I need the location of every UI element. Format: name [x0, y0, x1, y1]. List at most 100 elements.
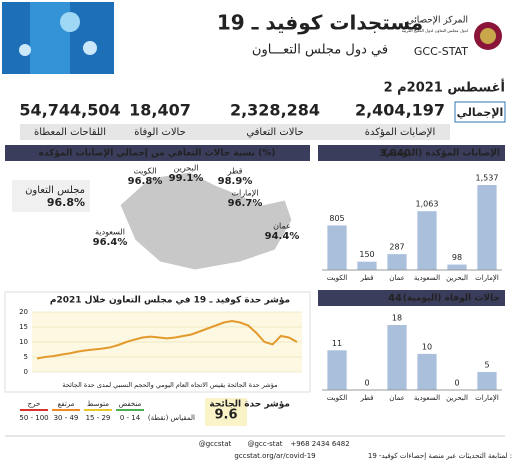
region-name: السعودية: [95, 228, 125, 237]
region-value: 94.4%: [265, 231, 300, 242]
total-label: حالات الوفاة: [134, 127, 186, 138]
y-tick-label: 10: [19, 338, 28, 346]
level-swatch: [20, 409, 48, 411]
region-value: 99.1%: [169, 173, 204, 184]
totals-label: الإجمالي: [457, 106, 504, 119]
map: [119, 171, 293, 271]
x-tick-label: البحرين: [446, 274, 468, 282]
severity-value: 9.6: [214, 408, 237, 423]
line: [36, 319, 298, 360]
title: مستجدات كوفيد ـ 19: [217, 11, 423, 35]
panel-total: 3,940: [379, 148, 411, 159]
org-en: GCC-STAT: [414, 45, 468, 58]
x-tick-label: الإمارات: [475, 274, 499, 282]
value-label: 287: [389, 243, 404, 252]
bar: [387, 325, 407, 390]
bar: [357, 261, 377, 270]
value-label: 805: [329, 214, 344, 223]
region-name: الكويت: [133, 167, 156, 176]
footer-handle: @gcc-stat: [247, 440, 282, 448]
region-value: 98.9%: [218, 176, 253, 187]
panel-title: الإصابات المؤكدة (اليومية): [383, 149, 500, 159]
bar: [417, 211, 437, 270]
footer-text: لمتابعة التحديثات عبر منصة إحصاءات كوفيد…: [368, 452, 512, 460]
value-label: 5: [484, 360, 489, 369]
region-name: البحرين: [174, 164, 199, 173]
footer-phone: +968 2434 6482: [290, 440, 349, 448]
footer-url: gccstat.org/ar/covid-19: [234, 452, 315, 460]
totals-label-box: [454, 101, 506, 123]
total-label: حالات التعافي: [246, 127, 303, 138]
level-range: 30 - 49: [54, 414, 79, 422]
region-name: عمان: [273, 222, 291, 231]
panel-title: نسبة حالات التعافي من إجمالي الإصابات ال…: [39, 149, 276, 159]
region-value: 96.4%: [93, 237, 128, 248]
x-tick-label: السعودية: [414, 274, 440, 282]
value-label: 10: [422, 342, 432, 351]
date: 2 أغسطس 2021م: [384, 79, 505, 96]
totals-bar: [20, 124, 450, 140]
y-tick-label: 20: [19, 308, 28, 316]
level-range: 15 - 29: [86, 414, 111, 422]
gcc-box: [12, 180, 90, 212]
gcc-name: مجلس التعاون: [25, 185, 85, 196]
x-tick-label: البحرين: [446, 394, 468, 402]
x-tick-label: عمان: [389, 394, 405, 402]
x-tick-label: قطر: [360, 274, 374, 282]
level-name: منخفض: [119, 400, 142, 408]
bar: [417, 353, 437, 390]
y-tick-label: 15: [19, 323, 28, 331]
line-panel: [4, 291, 311, 393]
y-tick-label: 5: [24, 353, 28, 361]
panel-header: [318, 145, 505, 161]
footer-handle: @gccstat: [199, 440, 232, 448]
org-name: المركز الإحصائي: [407, 16, 468, 26]
y-tick-label: 0: [24, 368, 28, 376]
logo: [474, 22, 502, 50]
panel-title: حالات الوفاة (اليومية): [403, 294, 500, 304]
org-sub: لدول مجلس التعاون لدول الخليج العربية: [402, 28, 468, 33]
level-swatch: [116, 409, 144, 411]
value-label: 0: [364, 379, 369, 388]
panel-total: 44: [388, 293, 402, 304]
x-tick-label: الكويت: [327, 274, 347, 282]
value-label: 150: [359, 250, 374, 259]
severity-note: مؤشر حدة الجائحة يقيس الاتجاه العام اليو…: [62, 381, 277, 389]
total-label: الإصابات المؤكدة: [365, 127, 435, 138]
level-range: 50 - 100: [19, 414, 48, 422]
region-value: 96.7%: [228, 198, 263, 209]
severity-box: [205, 398, 247, 426]
bar: [387, 254, 407, 270]
gcc-value: 96.8%: [47, 196, 85, 209]
total-label: اللقاحات المعطاة: [34, 127, 106, 138]
value-label: 98: [452, 253, 462, 262]
scale-label: المقياس (نقطة): [148, 414, 195, 422]
x-tick-label: عمان: [389, 274, 405, 282]
bar: [327, 225, 347, 270]
severity-label: مؤشر حدة الجائحة: [209, 400, 290, 410]
value-label: 18: [392, 314, 402, 323]
value-label: 11: [332, 339, 342, 348]
panel-header: [5, 145, 310, 161]
bar: [447, 264, 467, 270]
x-tick-label: الكويت: [327, 394, 347, 402]
value-label: 0: [454, 379, 459, 388]
region-name: الإمارات: [231, 189, 258, 199]
level-name: حرج: [28, 400, 41, 408]
value-label: 1,537: [476, 174, 499, 183]
x-tick-label: قطر: [360, 394, 374, 402]
region-value: 96.8%: [128, 176, 163, 187]
x-tick-label: السعودية: [414, 394, 440, 402]
bar: [477, 185, 497, 270]
level-range: 0 - 14: [120, 414, 141, 422]
subtitle: في دول مجلس التعـــاون: [252, 43, 388, 58]
total-value: 2,404,197: [355, 101, 445, 120]
panel-header: [318, 290, 505, 306]
level-swatch: [84, 409, 112, 411]
total-value: 54,744,504: [19, 101, 120, 120]
level-name: مرتفع: [58, 400, 75, 408]
region-name: قطر: [227, 167, 243, 176]
total-value: 18,407: [129, 101, 191, 120]
level-swatch: [52, 409, 80, 411]
